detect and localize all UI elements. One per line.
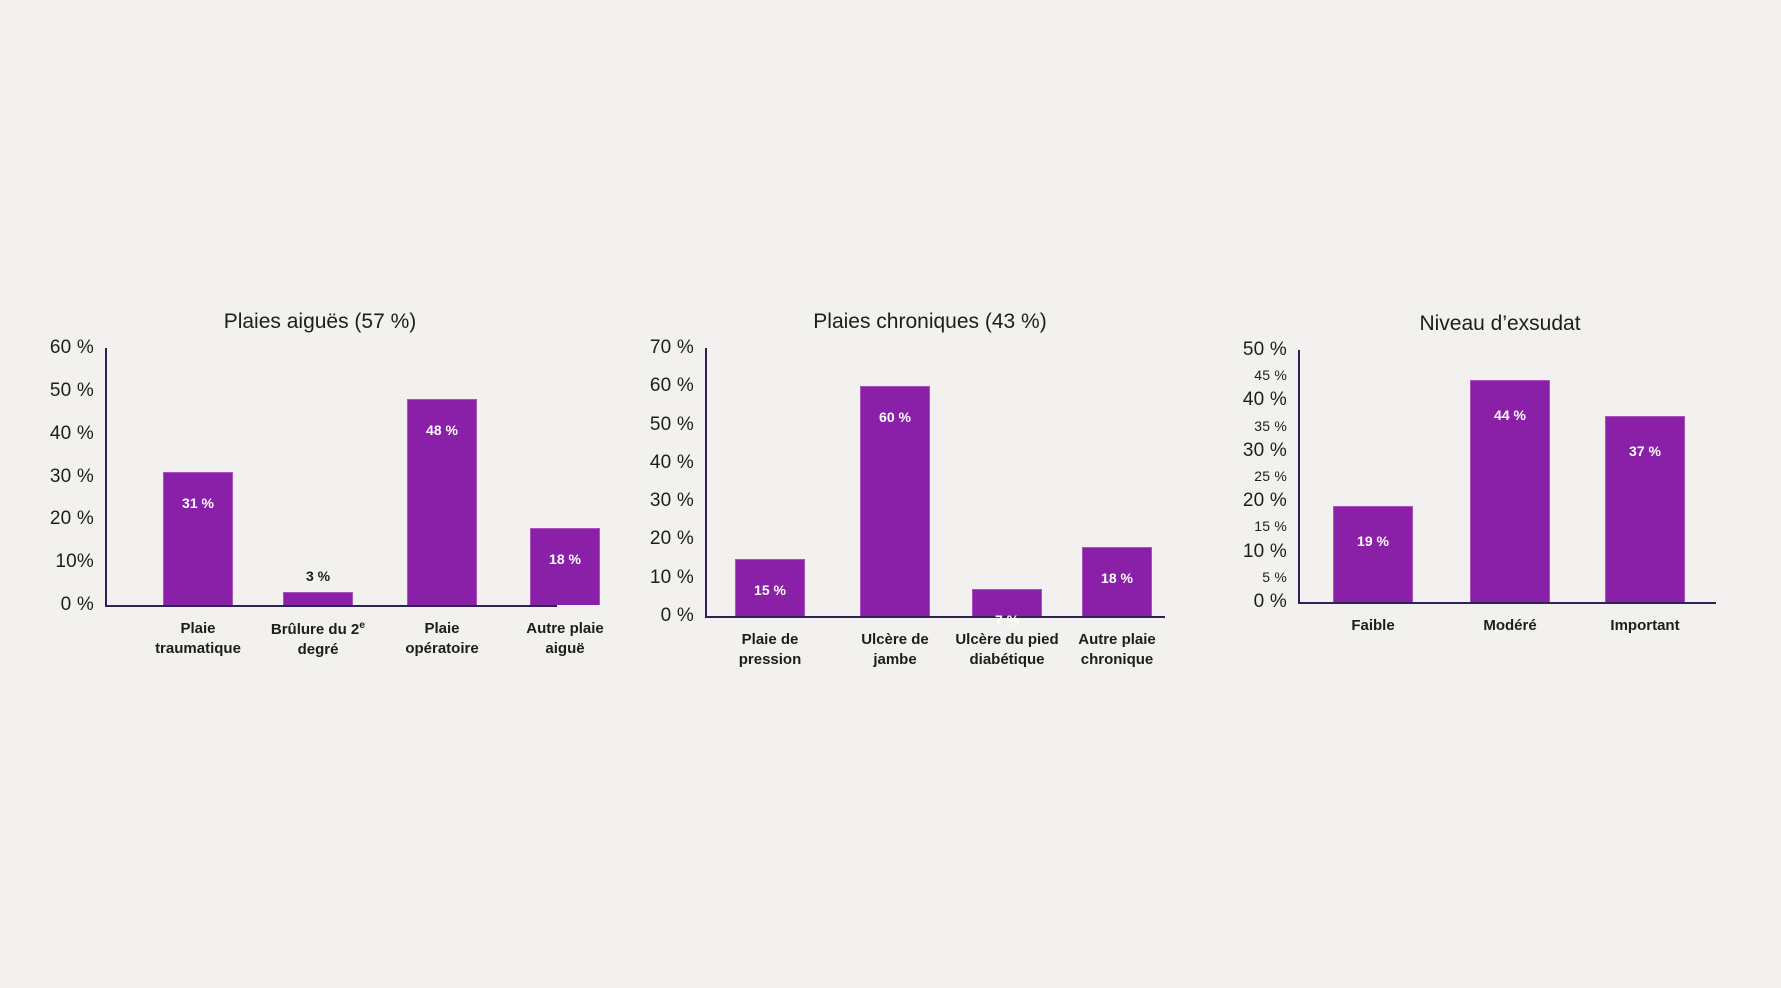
x-axis-line (705, 616, 1165, 618)
y-axis-tick-label: 0 % (1253, 591, 1287, 612)
chart-plaies-chroniques: Plaies chroniques (43 %) 0 % 10 % 20 % 30 %… (620, 310, 1240, 668)
plot-area: 0 % 5 % 10 % 15 % 20 % 25 % 30 % 35 % 40 % 45 % 50… (1243, 339, 1716, 634)
bar-value-label: 60 % (879, 409, 911, 426)
x-axis-category-label: Plaie de pression (738, 631, 802, 668)
x-axis-category-label: Faible (1351, 617, 1395, 634)
y-axis-tick-label: 50 % (49, 379, 94, 401)
bar: 19 % (1333, 506, 1413, 602)
bar-value-label: 15 % (754, 581, 786, 598)
y-axis-tick-label: 60 % (649, 375, 694, 397)
y-axis-tick-label: 50 % (1242, 339, 1287, 360)
bar-value-label: 37 % (1629, 442, 1661, 459)
bar: 3 % (283, 568, 353, 605)
plot-area: 0 % 10% 20 % 30 % 40 % 50 % 60 % 31 % Plaie traum… (50, 337, 604, 658)
bar: 18 % (1082, 547, 1152, 616)
chart-niveau-exsudat: Niveau d’exsudat 0 % 5 % 10 % 15 % 20 % 25 % 3… (1220, 312, 1780, 652)
y-axis-tick-label: 60 % (49, 337, 94, 358)
bar-value-label: 3 % (305, 568, 331, 585)
bar: 31 % (163, 472, 233, 605)
chart-plaies-aigues: Plaies aiguës (57 %) 0 % 10% 20 % 30 % 40 % 5… (20, 310, 620, 658)
bar-value-label: 48 % (426, 422, 458, 439)
y-axis-tick-label: 15 % (1254, 518, 1287, 535)
y-axis-tick-label: 40 % (49, 422, 94, 444)
x-axis-line (105, 605, 557, 607)
x-axis-line (1298, 602, 1716, 604)
bar: 7 % (972, 589, 1042, 628)
y-axis-tick-label: 0 % (660, 605, 694, 626)
x-axis-category-label: Ulcère de jambe (861, 631, 929, 668)
y-axis-tick-label: 30 % (1242, 439, 1287, 461)
x-axis-category-label: Plaie opératoire (405, 620, 479, 657)
bar: 37 % (1605, 415, 1685, 602)
y-axis-tick-label: 50 % (649, 413, 694, 435)
y-axis-tick-label: 20 % (1242, 490, 1287, 512)
bar-value-label: 19 % (1357, 533, 1389, 550)
bar: 44 % (1470, 380, 1550, 602)
x-axis-category-label: Autre plaie chronique (1078, 631, 1156, 668)
chart-title: Niveau d’exsudat (1419, 312, 1581, 335)
y-axis-tick-label: 20 % (649, 528, 694, 550)
bar: 18 % (530, 527, 600, 605)
x-axis-category-label: Plaie traumatique (155, 620, 241, 657)
x-axis-category-label: Modéré (1483, 617, 1537, 634)
x-axis-category-label: Autre plaie aiguë (526, 620, 604, 657)
y-axis-tick-label: 40 % (1242, 389, 1287, 411)
y-axis-line (105, 348, 107, 605)
y-axis-tick-label: 70 % (649, 337, 694, 358)
plot-area: 0 % 10 % 20 % 30 % 40 % 50 % 60 % 70 % 15 % Plaie… (650, 337, 1165, 668)
chart-title: Plaies chroniques (43 %) (813, 310, 1047, 333)
y-axis-tick-label: 10% (55, 551, 94, 573)
y-axis-tick-label: 30 % (649, 490, 694, 512)
x-axis-category-label: Brûlure du 2e degré (270, 619, 366, 658)
x-axis-category-label: Important (1610, 617, 1680, 634)
y-axis-line (1298, 350, 1300, 602)
y-axis-tick-label: 20 % (49, 508, 94, 530)
chart-title: Plaies aiguës (57 %) (223, 310, 417, 333)
bar: 60 % (860, 386, 930, 616)
y-axis-tick-label: 30 % (49, 465, 94, 487)
y-axis-line (705, 348, 707, 616)
bar: 15 % (735, 558, 805, 616)
y-axis-tick-label: 0 % (60, 594, 94, 615)
bar-value-label: 44 % (1494, 407, 1526, 424)
bar-value-label: 7 % (994, 612, 1020, 629)
y-axis-tick-label: 45 % (1254, 367, 1287, 384)
y-axis-tick-label: 25 % (1254, 468, 1287, 484)
y-axis-tick-label: 10 % (649, 566, 694, 588)
bar-value-label: 18 % (1101, 570, 1133, 587)
bar: 48 % (407, 399, 477, 605)
y-axis-tick-label: 40 % (649, 451, 694, 473)
bar-value-label: 18 % (549, 550, 581, 567)
y-axis-tick-label: 10 % (1242, 540, 1287, 562)
y-axis-tick-label: 35 % (1254, 417, 1287, 434)
x-axis-category-label: Ulcère du pied diabétique (955, 631, 1059, 668)
y-axis-tick-label: 5 % (1262, 568, 1287, 585)
bar-value-label: 31 % (182, 495, 214, 512)
